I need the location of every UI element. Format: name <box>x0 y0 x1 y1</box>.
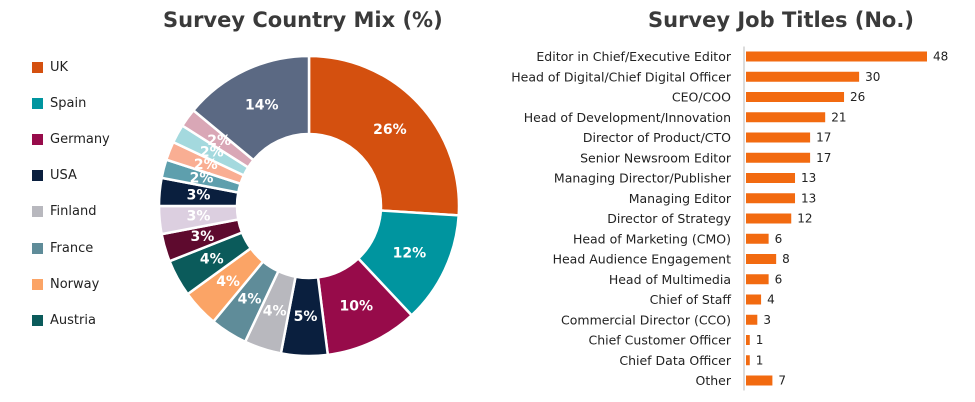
donut-slice-label: 10% <box>340 298 374 314</box>
bar <box>746 112 826 123</box>
legend-label: Spain <box>50 95 87 111</box>
donut-slice-label: 2% <box>194 157 218 173</box>
legend-item-usa: USA <box>32 167 77 185</box>
donut-slice-label: 3% <box>191 229 215 245</box>
bar-value-label: 1 <box>756 353 764 367</box>
bar-category-label: Chief of Staff <box>650 292 732 307</box>
bar <box>746 314 758 325</box>
bar-category-label: Chief Data Officer <box>619 353 731 368</box>
bar-value-label: 26 <box>850 90 865 104</box>
bar-value-label: 30 <box>865 70 880 84</box>
donut-chart-panel: Survey Country Mix (%) UK Spain Germany USA… <box>0 0 480 402</box>
donut-slice-label: 4% <box>238 292 262 308</box>
bar-category-label: Senior Newsroom Editor <box>580 150 732 165</box>
legend-label: Austria <box>50 312 96 328</box>
bar <box>746 193 796 204</box>
donut-slice-label: 12% <box>393 245 427 261</box>
donut-slice-label: 4% <box>216 274 240 290</box>
bar <box>746 132 811 143</box>
legend-label: Germany <box>50 131 110 147</box>
bar <box>746 173 796 183</box>
bar <box>746 152 811 163</box>
donut-slice-label: 26% <box>373 122 407 138</box>
donut-slice-other-15 <box>191 54 311 162</box>
bar-value-label: 13 <box>801 191 816 205</box>
bar-value-label: 7 <box>778 374 786 388</box>
bar-value-label: 17 <box>816 151 831 165</box>
bar-category-label: Chief Customer Officer <box>588 333 731 348</box>
bar-category-label: Commercial Director (CCO) <box>561 312 731 327</box>
donut-slice-label: 4% <box>200 251 224 267</box>
bar-category-label: Director of Product/CTO <box>583 130 731 145</box>
legend-label: Finland <box>50 204 97 220</box>
legend-swatch <box>32 242 43 254</box>
bar <box>746 92 845 102</box>
legend-swatch <box>32 97 43 109</box>
bar-category-label: Head of Marketing (CMO) <box>573 231 731 246</box>
bar-value-label: 13 <box>801 171 816 185</box>
legend-label: UK <box>50 59 69 75</box>
bar-value-label: 3 <box>763 313 771 327</box>
bar <box>746 233 769 244</box>
bar-category-label: CEO/COO <box>672 90 731 105</box>
bar-value-label: 21 <box>831 110 846 124</box>
bar-category-label: Managing Director/Publisher <box>554 171 732 186</box>
bar-value-label: 12 <box>797 212 812 226</box>
donut-chart-title: Survey Country Mix (%) <box>163 8 443 32</box>
bar-category-label: Head of Development/Innovation <box>524 110 731 125</box>
legend-item-austria: Austria <box>32 311 96 329</box>
bar-value-label: 6 <box>775 232 783 246</box>
donut-slice-label: 5% <box>294 309 318 325</box>
bar-chart-panel: Survey Job Titles (No.) Editor in Chief/… <box>480 0 975 402</box>
bar-value-label: 6 <box>775 272 783 286</box>
legend-item-norway: Norway <box>32 275 99 293</box>
legend-swatch <box>32 278 43 290</box>
legend-swatch <box>32 314 43 326</box>
legend-item-spain: Spain <box>32 94 86 112</box>
legend-swatch <box>32 61 43 73</box>
bar <box>746 274 769 285</box>
legend-swatch <box>32 206 43 218</box>
legend-label: France <box>50 240 94 256</box>
bar <box>746 294 762 305</box>
bar-value-label: 17 <box>816 131 831 145</box>
bar <box>746 355 750 366</box>
bar <box>746 254 777 264</box>
bar-category-label: Editor in Chief/Executive Editor <box>536 49 731 64</box>
legend-label: USA <box>50 168 77 184</box>
bar-category-label: Head Audience Engagement <box>553 252 732 267</box>
donut-slice-label: 2% <box>207 133 231 149</box>
legend-swatch <box>32 170 43 182</box>
bar <box>746 335 750 345</box>
bar-value-label: 48 <box>933 50 948 64</box>
bar-category-label: Head of Digital/Chief Digital Officer <box>511 69 732 84</box>
bar-value-label: 8 <box>782 252 790 266</box>
legend-item-germany: Germany <box>32 130 110 148</box>
bar-chart-title: Survey Job Titles (No.) <box>648 8 914 32</box>
donut-slice-label: 3% <box>187 208 211 224</box>
legend-item-uk: UK <box>32 58 68 76</box>
bar-value-label: 1 <box>756 333 764 347</box>
bar-category-label: Other <box>696 373 732 388</box>
bar-category-label: Managing Editor <box>629 191 732 206</box>
bar-value-label: 4 <box>767 293 775 307</box>
donut-slice-label: 2% <box>190 170 214 186</box>
donut-slice-label: 2% <box>200 145 224 161</box>
bar <box>746 71 860 82</box>
donut-slice-label: 14% <box>245 98 279 114</box>
legend-item-finland: Finland <box>32 203 96 221</box>
bar <box>746 375 773 386</box>
donut-slice-label: 4% <box>263 304 287 320</box>
bar-category-label: Director of Strategy <box>607 211 731 226</box>
legend-label: Norway <box>50 276 100 292</box>
bar <box>746 213 792 224</box>
donut-slice-uk <box>307 54 461 217</box>
donut-slice-label: 3% <box>187 188 211 204</box>
legend-item-france: France <box>32 239 93 257</box>
legend-swatch <box>32 133 43 145</box>
donut-chart: 26%12%10%5%4%4%4%4%3%3%3%2%2%2%2%14% <box>157 54 461 358</box>
bar <box>746 51 927 62</box>
bar-category-label: Head of Multimedia <box>609 272 731 287</box>
